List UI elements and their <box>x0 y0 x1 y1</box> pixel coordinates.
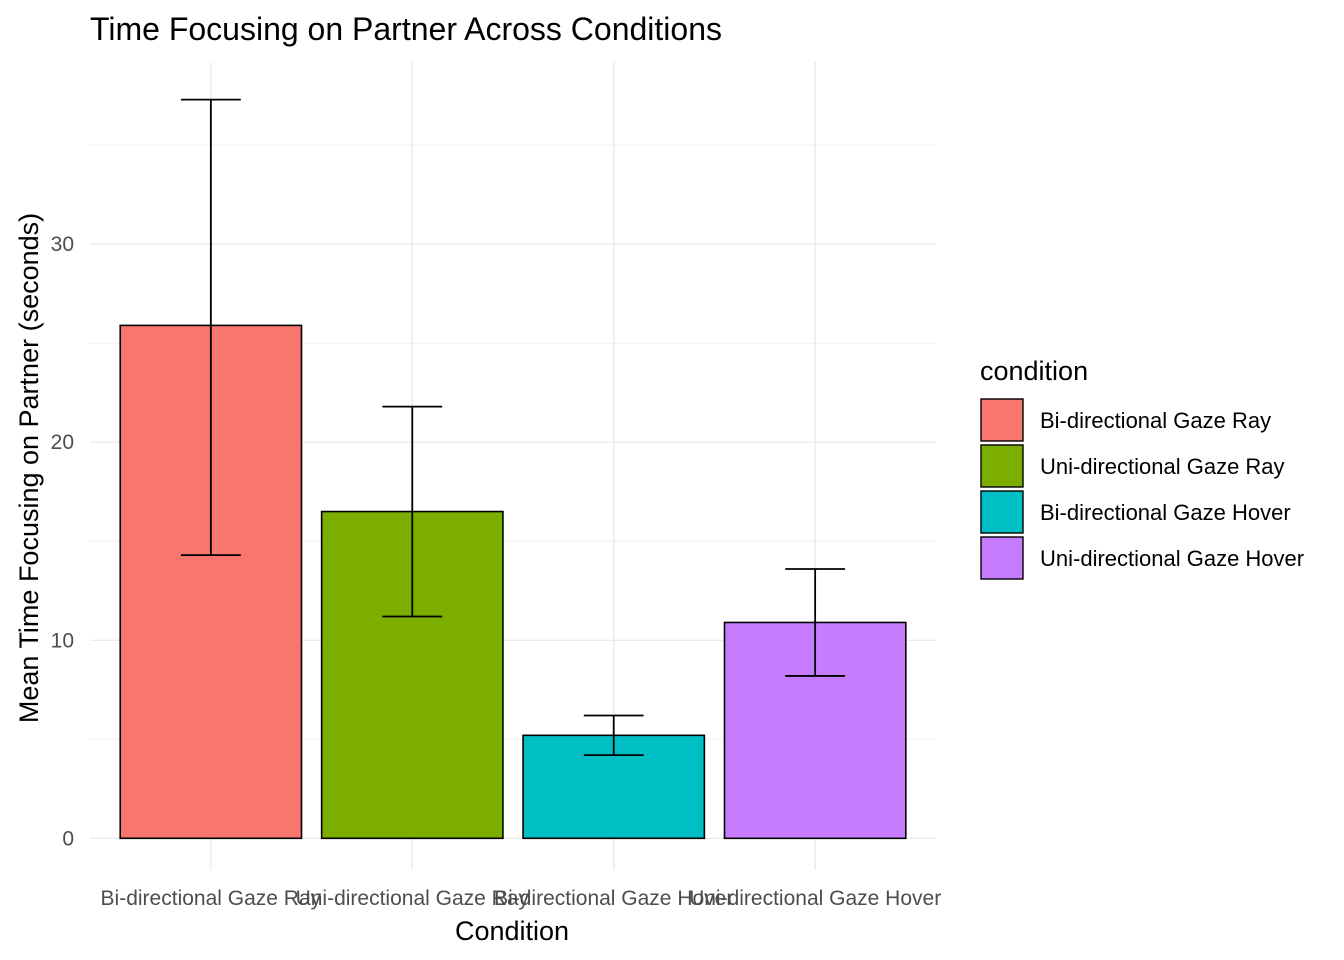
y-tick-label: 10 <box>51 629 74 652</box>
legend-item: Uni-directional Gaze Ray <box>980 444 1285 488</box>
x-tick-label: Uni-directional Gaze Hover <box>689 887 941 910</box>
chart-title: Time Focusing on Partner Across Conditio… <box>90 11 722 47</box>
x-tick-label: Bi-directional Gaze Ray <box>101 887 322 910</box>
bars-layer <box>119 324 907 840</box>
legend-key <box>980 490 1024 534</box>
y-axis-ticks: 0 10 20 30 <box>51 233 74 850</box>
legend-item: Bi-directional Gaze Ray <box>980 398 1271 442</box>
legend-item: Bi-directional Gaze Hover <box>980 490 1291 534</box>
error-bar <box>785 568 846 677</box>
errorbars-layer <box>180 98 846 757</box>
error-bar <box>180 98 241 557</box>
legend-key <box>980 444 1024 488</box>
legend-item: Uni-directional Gaze Hover <box>980 536 1304 580</box>
legend-label: Uni-directional Gaze Hover <box>1040 546 1304 571</box>
legend-label: Bi-directional Gaze Ray <box>1040 408 1271 433</box>
legend: condition Bi-directional Gaze Ray Uni-dir… <box>980 356 1304 580</box>
legend-items: Bi-directional Gaze Ray Uni-directional G… <box>980 398 1304 580</box>
error-bar <box>583 714 644 757</box>
y-axis-title: Mean Time Focusing on Partner (seconds) <box>14 213 44 723</box>
y-tick-label: 0 <box>62 827 74 850</box>
legend-key <box>980 398 1024 442</box>
error-bar <box>382 405 443 618</box>
x-tick-label: Bi-directional Gaze Hover <box>494 887 733 910</box>
legend-key <box>980 536 1024 580</box>
legend-label: Bi-directional Gaze Hover <box>1040 500 1291 525</box>
x-tick-label: Uni-directional Gaze Ray <box>296 887 530 910</box>
y-tick-label: 30 <box>51 233 74 256</box>
x-axis-title: Condition <box>455 916 569 946</box>
legend-label: Uni-directional Gaze Ray <box>1040 454 1285 479</box>
y-tick-label: 20 <box>51 431 74 454</box>
legend-title: condition <box>980 356 1088 386</box>
